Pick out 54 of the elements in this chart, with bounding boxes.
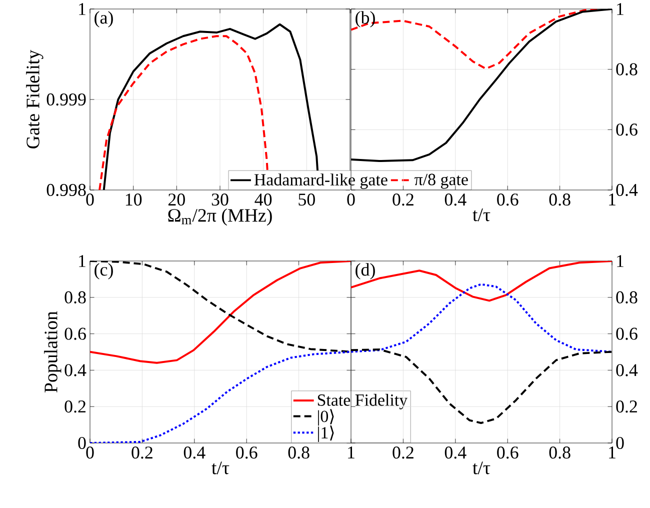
x-tick-label: 0.8 [288,446,310,459]
y-tick-label: 0.6 [64,328,86,340]
x-tick-label: 0.2 [132,446,152,459]
x-tick-label: 20 [168,194,185,206]
x-tick-label: 0.4 [184,446,206,459]
x-tick-label: 0.6 [236,446,258,459]
y-tick-label: 0.998 [46,184,86,196]
x-axis-title: Ω$_{m}$/2π (MHz) [168,208,272,226]
y-tick-label: 1 [617,3,624,15]
y-tick-label: 0 [616,436,624,450]
y-axis-title: Population [44,311,62,392]
y-tick-label: 0.6 [616,124,638,136]
x-tick-label: 0.2 [392,194,414,206]
annotation: (a) [94,11,113,28]
legend-label: |1⟩ [318,425,334,442]
y-tick-label: 0.2 [64,400,86,413]
x-tick-label: 50 [298,194,315,206]
y-tick-label: 0.2 [616,400,637,413]
x-tick-label: 0.8 [549,194,570,206]
x-tick-label: 0.2 [392,446,414,459]
x-tick-label: 1 [348,446,354,458]
y-tick-label: 0.4 [616,364,638,376]
x-tick-label: 0.8 [549,446,570,459]
y-axis-title: Gate Fidelity [26,50,44,148]
x-axis-title: t/τ [472,462,490,474]
x-axis-title: t/τ [212,462,230,474]
y-tick-label: 0.8 [64,291,86,304]
x-tick-label: 30 [212,194,228,206]
y-tick-label: 0.8 [616,63,638,76]
y-tick-label: 1 [617,255,624,267]
annotation: (b) [356,11,375,28]
legend-label: π/8 gate [414,174,468,189]
y-tick-label: 0.8 [616,291,638,304]
x-tick-label: 0.4 [444,194,466,206]
x-tick-label: 40 [254,194,272,206]
y-tick-label: 0.999 [46,93,86,106]
x-tick-label: 10 [126,194,142,206]
legend-label: Hadamard-like gate [254,174,388,189]
line-series [351,260,612,302]
x-tick-label: 0 [347,194,355,206]
y-tick-label: 1 [79,3,86,15]
y-tick-label: 1 [79,255,86,267]
y-tick-label: 0 [78,436,86,450]
y-tick-label: 0.4 [64,364,86,376]
legend-label: State Fidelity [318,394,408,410]
x-tick-label: 0.6 [497,194,518,206]
x-axis-title: t/τ [472,208,490,222]
x-tick-label: 0.4 [444,446,466,459]
legend-label: |0⟩ [318,409,334,426]
annotation: (c) [94,263,113,280]
annotation: (d) [356,263,375,280]
y-tick-label: 0.4 [616,184,638,196]
x-tick-label: 0.6 [497,446,518,459]
y-tick-label: 0.6 [616,328,638,340]
